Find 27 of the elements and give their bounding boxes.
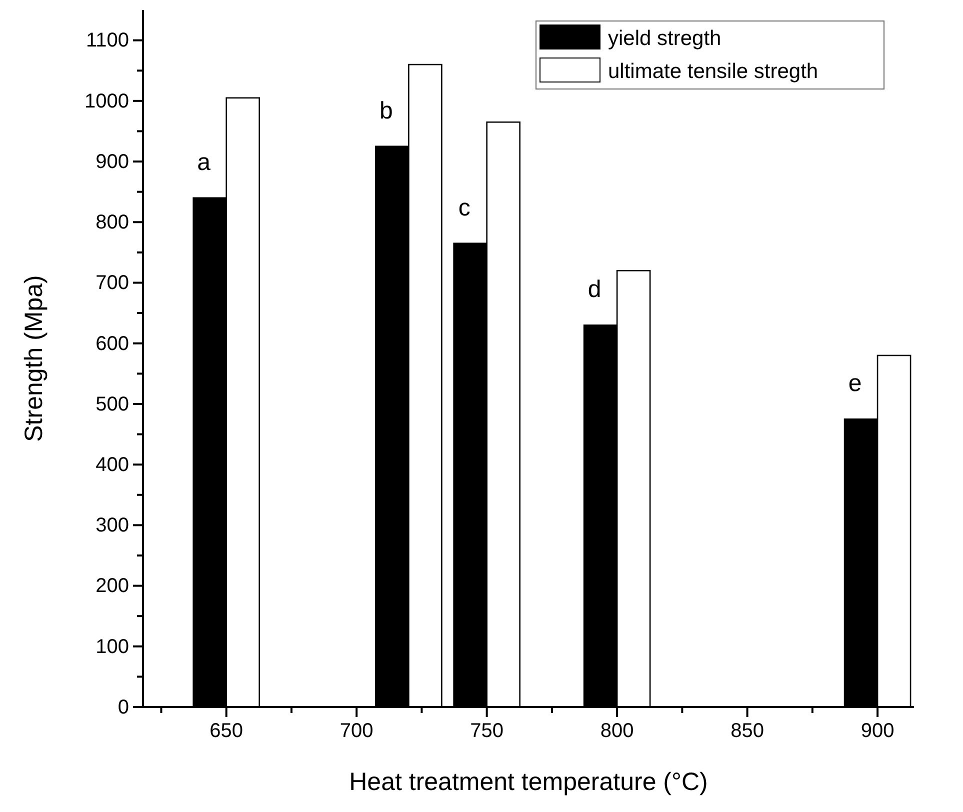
y-tick-label: 1000 — [84, 90, 129, 112]
y-tick-label: 900 — [96, 150, 129, 173]
annotation: d — [588, 276, 602, 304]
y-tick-label: 100 — [96, 636, 129, 658]
y-tick-label: 600 — [96, 332, 129, 355]
y-tick-label: 400 — [96, 454, 129, 476]
y-tick-label: 700 — [96, 272, 129, 294]
y-axis-title: Strength (Mpa) — [20, 275, 48, 442]
annotation: e — [848, 370, 862, 398]
legend-label: ultimate tensile stregth — [608, 60, 818, 83]
y-tick-label: 1100 — [86, 30, 129, 52]
x-tick-label: 700 — [340, 720, 374, 742]
annotation: b — [380, 97, 393, 124]
y-tick-label: 0 — [118, 696, 129, 718]
x-tick-label: 800 — [600, 720, 634, 742]
y-tick-label: 500 — [96, 393, 129, 416]
annotation: a — [197, 148, 212, 176]
y-tick-label: 300 — [96, 514, 129, 537]
annotation: c — [458, 194, 470, 222]
x-axis-title: Heat treatment temperature (°C) — [349, 768, 708, 796]
y-tick-label: 200 — [96, 575, 129, 598]
legend-label: yield stregth — [608, 27, 722, 50]
x-tick-label: 650 — [210, 720, 244, 742]
x-tick-label: 900 — [860, 720, 894, 742]
y-tick-label: 800 — [96, 212, 129, 234]
x-tick-label: 750 — [470, 720, 504, 742]
x-tick-label: 850 — [730, 720, 764, 742]
